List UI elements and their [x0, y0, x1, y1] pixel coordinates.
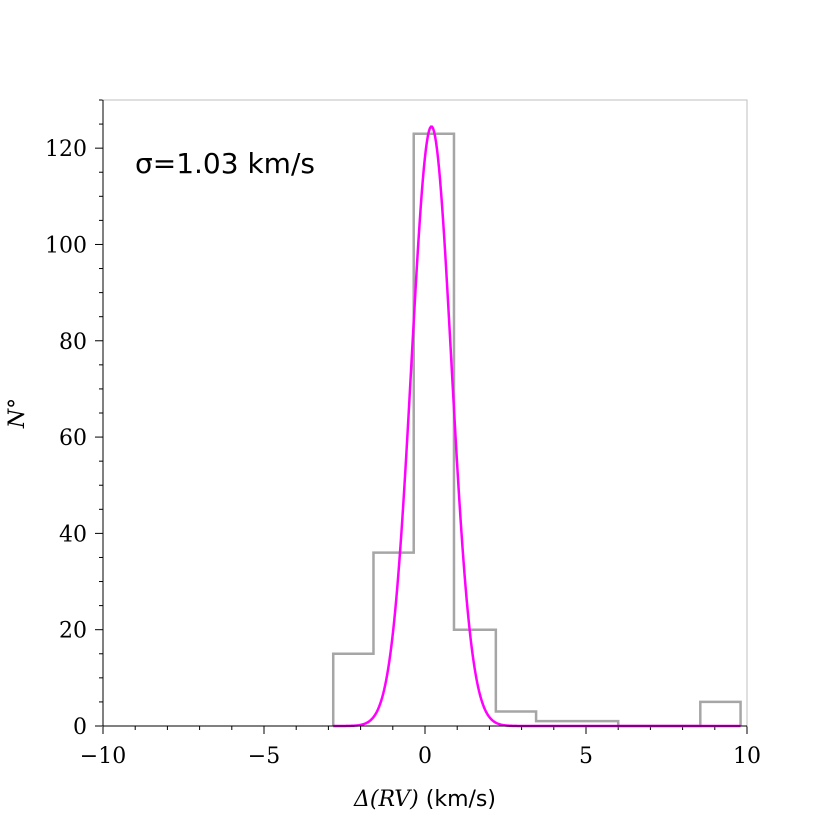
- x-tick-label: −5: [248, 744, 280, 769]
- y-tick-label: 0: [73, 715, 87, 740]
- plot-frame: [102, 99, 748, 727]
- y-tick-label: 120: [45, 137, 87, 162]
- x-axis-label-units: (km/s): [419, 787, 496, 812]
- major-ticks: [95, 147, 748, 734]
- sigma-annotation: σ=1.03 km/s: [135, 147, 315, 180]
- histogram-steps: [331, 132, 742, 728]
- x-axis-label: Δ(RV) (km/s): [353, 787, 496, 812]
- y-axis-label: N°: [5, 398, 30, 429]
- x-tick-label: 5: [579, 744, 593, 769]
- y-tick-label: 40: [59, 522, 87, 547]
- x-tick-label: 10: [733, 744, 761, 769]
- x-tick-label: −10: [80, 744, 126, 769]
- gaussian-fit-curve: [333, 125, 741, 728]
- x-axis-label-math: Δ(RV): [353, 787, 419, 812]
- y-tick-label: 60: [59, 426, 87, 451]
- minor-ticks: [99, 99, 716, 730]
- y-tick-label: 80: [59, 330, 87, 355]
- x-tick-label: 0: [418, 744, 432, 769]
- y-tick-label: 100: [45, 233, 87, 258]
- y-tick-label: 20: [59, 619, 87, 644]
